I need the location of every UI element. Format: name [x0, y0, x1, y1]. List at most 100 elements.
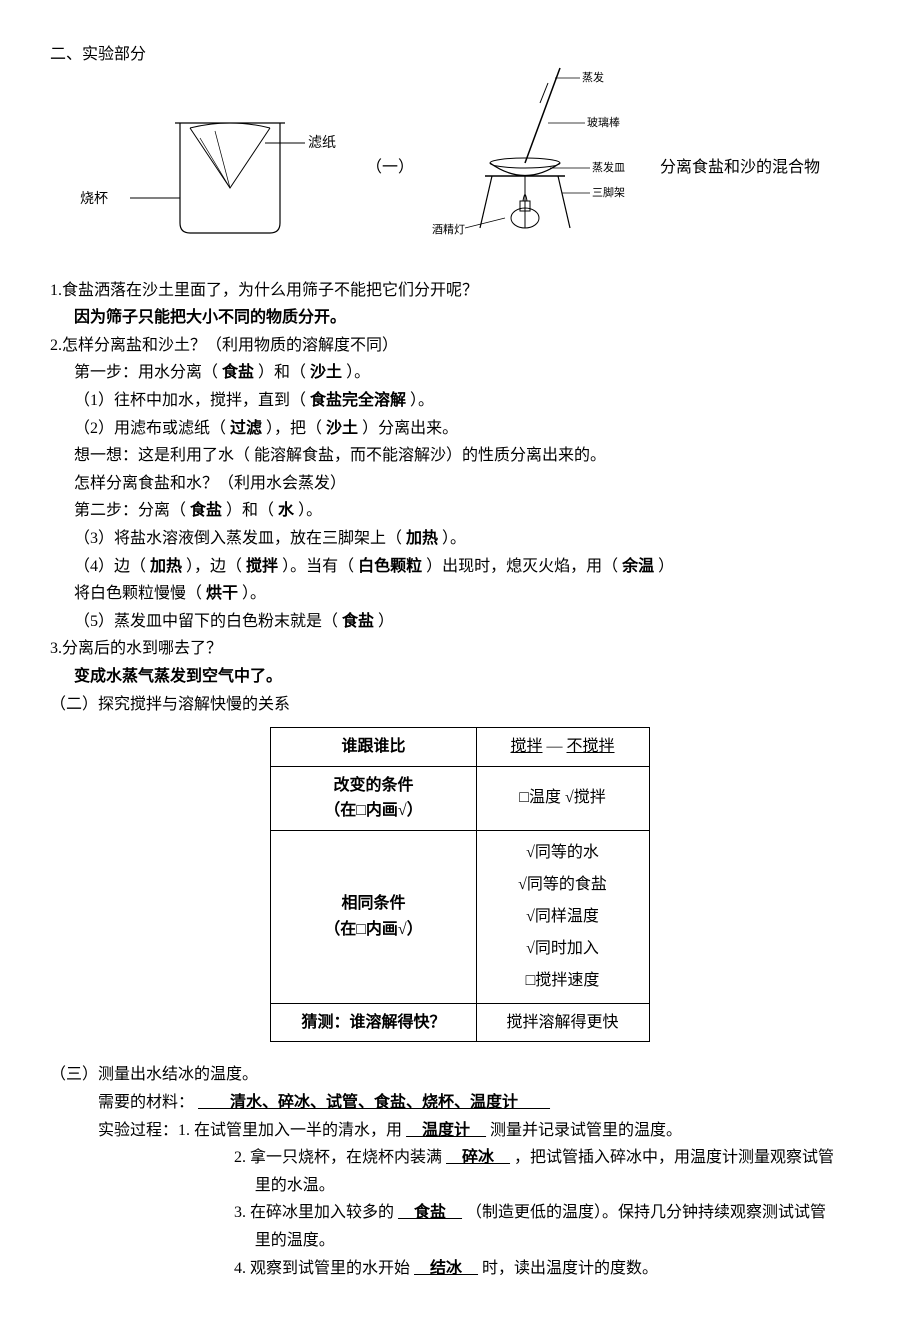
sub3-step4: 4. 观察到试管里的水开始 结冰 时，读出温度计的度数。 [50, 1256, 870, 1282]
s2c: ，把试管插入碎冰中，用温度计测量观察试管 [514, 1149, 834, 1166]
s4a: 4. 观察到试管里的水开始 [234, 1260, 410, 1277]
materials-list: 清水、碎冰、试管、食盐、烧杯、温度计 [198, 1094, 550, 1111]
diagram-beaker-filter: 烧杯 滤纸 [70, 83, 350, 253]
table-row: 猜测：谁溶解得快？ 搅拌溶解得更快 [271, 1003, 649, 1042]
q2-step1-end: ）。 [346, 364, 370, 381]
s2a: 2. 拿一只烧杯，在烧杯内装满 [234, 1149, 442, 1166]
compare-dash: — [543, 738, 567, 755]
q2-l2-ans2: 沙土 [326, 420, 358, 437]
diagram-evaporation: 蒸发 玻璃棒 蒸发皿 三脚架 酒精灯 [430, 68, 650, 268]
cell-changed-val: □温度 √搅拌 [476, 766, 649, 830]
sub3-step3: 3. 在碎冰里加入较多的 食盐 （制造更低的温度）。保持几分钟持续观察测试试管 [50, 1200, 870, 1226]
q2-l5-ans: 食盐 [342, 613, 374, 630]
q1-answer: 因为筛子只能把大小不同的物质分开。 [50, 305, 870, 331]
q2-step2: 第二步：分离（ 食盐 ）和（ 水 ）。 [50, 498, 870, 524]
q2-l4g: ）出现时，熄灭火焰，用（ [426, 558, 618, 575]
compare-b: 不搅拌 [567, 738, 615, 755]
sub3-step3b: 里的温度。 [50, 1228, 870, 1254]
cell-who: 谁跟谁比 [271, 728, 476, 767]
section-2-heading: 二、实验部分 [50, 42, 870, 68]
q2-l1a: （1）往杯中加水，搅拌，直到（ [74, 392, 306, 409]
q2-l4-ans1: 加热 [150, 558, 182, 575]
sub3-step1: 实验过程： 1. 在试管里加入一半的清水，用 温度计 测量并记录试管里的温度。 [50, 1118, 870, 1144]
changed-a: 改变的条件 [301, 773, 445, 799]
q2-think: 想一想：这是利用了水（ 能溶解食盐，而不能溶解沙）的性质分离出来的。 [50, 443, 870, 469]
q2-line2: （2）用滤布或滤纸（ 过滤 ），把（ 沙土 ）分离出来。 [50, 416, 870, 442]
q3-question: 3.分离后的水到哪去了？ [50, 636, 870, 662]
q2-l1c: ）。 [410, 392, 434, 409]
q2-step2-a: 第二步：分离（ [74, 502, 186, 519]
q1-question: 1.食盐洒落在沙土里面了，为什么用筛子不能把它们分开呢？ [50, 278, 870, 304]
cell-compare: 搅拌 — 不搅拌 [476, 728, 649, 767]
q2-l4-ans3: 白色颗粒 [358, 558, 422, 575]
proc-label: 实验过程： [98, 1118, 178, 1144]
cell-guess-val: 搅拌溶解得更快 [476, 1003, 649, 1042]
q2-l3-ans: 加热 [406, 530, 438, 547]
cell-same-vals: √同等的水 √同等的食盐 √同样温度 √同时加入 □搅拌速度 [476, 830, 649, 1003]
s4-ans: 结冰 [414, 1260, 478, 1277]
same-v3: √同样温度 [507, 901, 619, 933]
q2-l4l: ）。 [242, 585, 266, 602]
same-v5: □搅拌速度 [507, 965, 619, 997]
q3-answer: 变成水蒸气蒸发到空气中了。 [50, 664, 870, 690]
q2-title: 2.怎样分离盐和沙土？（利用物质的溶解度不同） [50, 333, 870, 359]
q2-l4-ans2: 搅拌 [246, 558, 278, 575]
sub2-title: （二）探究搅拌与溶解快慢的关系 [50, 692, 870, 718]
changed-b: （在□内画√） [301, 798, 445, 824]
s4c: 时，读出温度计的度数。 [482, 1260, 658, 1277]
q2-l2c: ），把（ [266, 420, 322, 437]
experiment-table: 谁跟谁比 搅拌 — 不搅拌 改变的条件 （在□内画√） □温度 √搅拌 相同条件… [270, 727, 649, 1042]
sub3-title: （三）测量出水结冰的温度。 [50, 1062, 870, 1088]
label-tripod: 三脚架 [592, 185, 625, 199]
q2-l4c: ），边（ [186, 558, 242, 575]
label-beaker: 烧杯 [80, 191, 108, 207]
q2-l1-ans: 食盐完全溶解 [310, 392, 406, 409]
label-filter-paper: 滤纸 [308, 135, 336, 151]
sub1-title-tail: 分离食盐和沙的混合物 [650, 155, 870, 181]
label-alcohol-lamp: 酒精灯 [432, 223, 465, 236]
q2-step2-ans1: 食盐 [190, 502, 222, 519]
q2-l4a: （4）边（ [74, 558, 146, 575]
q2-step1-ans2: 沙土 [310, 364, 342, 381]
table-row: 谁跟谁比 搅拌 — 不搅拌 [271, 728, 649, 767]
q2-line1: （1）往杯中加水，搅拌，直到（ 食盐完全溶解 ）。 [50, 388, 870, 414]
q2-line5: （5）蒸发皿中留下的白色粉末就是（ 食盐 ） [50, 609, 870, 635]
q2-l5c: ） [378, 613, 394, 630]
q2-step2-ans2: 水 [278, 502, 294, 519]
same-v1: √同等的水 [507, 837, 619, 869]
q2-l4i: ） [658, 558, 674, 575]
q2-l5a: （5）蒸发皿中留下的白色粉末就是（ [74, 613, 338, 630]
q2-how2: 怎样分离食盐和水？（利用水会蒸发） [50, 471, 870, 497]
q2-step1-ans1: 食盐 [222, 364, 254, 381]
cell-guess: 猜测：谁溶解得快？ [271, 1003, 476, 1042]
s3a: 3. 在碎冰里加入较多的 [234, 1204, 394, 1221]
label-evap-dish: 蒸发皿 [592, 160, 625, 174]
table-row: 相同条件 （在□内画√） √同等的水 √同等的食盐 √同样温度 √同时加入 □搅… [271, 830, 649, 1003]
cell-same: 相同条件 （在□内画√） [271, 830, 476, 1003]
q2-l4-ans4: 余温 [622, 558, 654, 575]
same-v4: √同时加入 [507, 933, 619, 965]
s1-ans: 温度计 [406, 1122, 486, 1139]
table-row: 改变的条件 （在□内画√） □温度 √搅拌 [271, 766, 649, 830]
compare-a: 搅拌 [510, 738, 542, 755]
materials-label: 需要的材料： [98, 1094, 194, 1111]
same-v2: √同等的食盐 [507, 869, 619, 901]
q2-l4-ans5: 烘干 [206, 585, 238, 602]
q2-l2a: （2）用滤布或滤纸（ [74, 420, 226, 437]
sub3-step2: 2. 拿一只烧杯，在烧杯内装满 碎冰 ，把试管插入碎冰中，用温度计测量观察试管 [50, 1145, 870, 1171]
q2-line4: （4）边（ 加热 ），边（ 搅拌 ）。当有（ 白色颗粒 ）出现时，熄灭火焰，用（… [50, 554, 870, 580]
cell-changed: 改变的条件 （在□内画√） [271, 766, 476, 830]
s3c: （制造更低的温度）。保持几分钟持续观察测试试管 [466, 1204, 826, 1221]
same-b: （在□内画√） [301, 917, 445, 943]
same-a: 相同条件 [301, 891, 445, 917]
q2-l3c: ）。 [442, 530, 466, 547]
s3-ans: 食盐 [398, 1204, 462, 1221]
q2-step2-end: ）。 [298, 502, 322, 519]
q2-step1-a: 第一步：用水分离（ [74, 364, 218, 381]
sub1-marker: （一） [350, 155, 430, 181]
sub3-step2b: 里的水温。 [50, 1173, 870, 1199]
label-glass-rod: 玻璃棒 [587, 115, 620, 129]
s2-ans: 碎冰 [446, 1149, 510, 1166]
q2-step2-mid: ）和（ [226, 502, 274, 519]
q2-l4j: 将白色颗粒慢慢（ [74, 585, 202, 602]
